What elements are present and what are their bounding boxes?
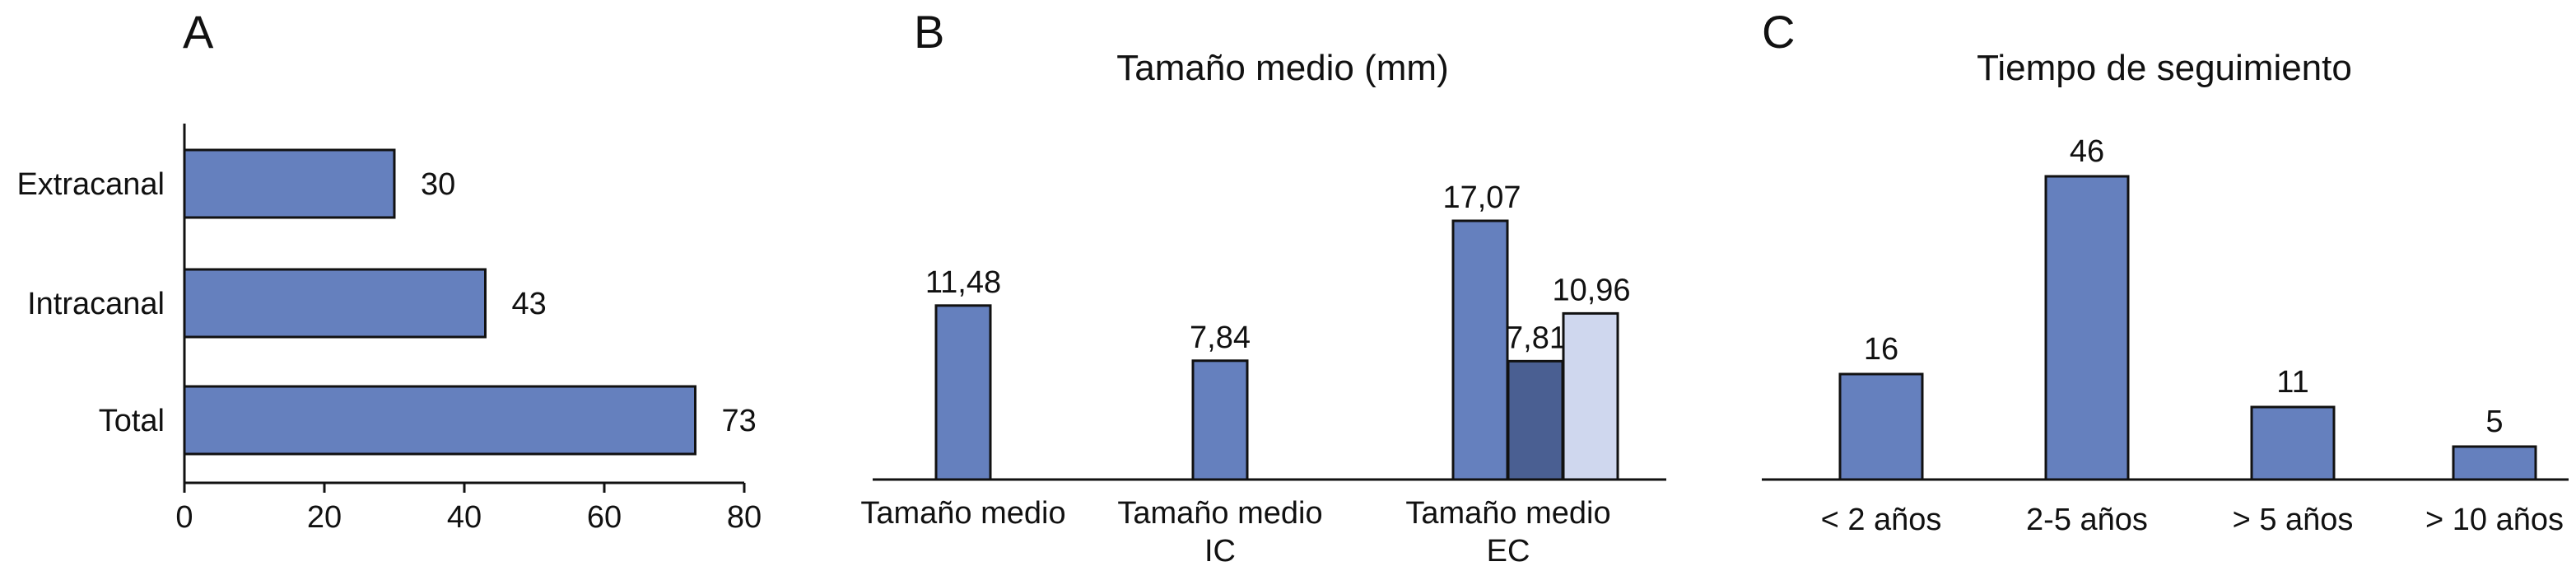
chart-b-data-label-s0-c0: 11,48 [925,265,1001,300]
chart-a-bar-0 [183,148,396,219]
chart-a-data-label-1: 43 [512,287,547,321]
chart-c-category-label-2: > 5 años [2233,503,2354,537]
chart-b-data-label-s0-c2: 17,07 [1442,180,1521,215]
chart-b-data-label-s2-c2: 10,96 [1552,273,1630,307]
chart-c-category-label-3: > 10 años [2425,503,2564,537]
chart-b-category-label-1-line-0: Tamaño medio [1117,496,1322,531]
chart-c-data-label-1: 46 [2070,134,2104,169]
chart-a-data-label-2: 73 [722,404,757,438]
chart-a-x-tick-label-4: 80 [727,500,762,535]
chart-c-bar-2 [2250,405,2336,481]
chart-a-x-tick-label-3: 60 [587,500,622,535]
chart-b-bar-s2-c2 [1562,311,1619,481]
chart-a-bar-2 [183,385,696,456]
panel-letter-b: B [914,6,944,58]
chart-a-category-label-0: Extracanal [16,167,165,202]
chart-a-data-label-0: 30 [421,167,455,202]
chart-b: 11,48 7,84 17,07 7,81 10,96 Tamaño medio Tamañ… [860,180,1666,569]
chart-a-bar-1 [183,268,487,339]
chart-c-category-label-1: 2-5 años [2026,503,2148,537]
chart-b-title: Tamaño medio (mm) [1116,48,1448,88]
panel-letter-a: A [183,6,214,58]
chart-c-data-label-0: 16 [1864,332,1898,367]
chart-c-category-label-0: < 2 años [1821,503,1942,537]
chart-b-category-label-1-line-1: IC [1204,534,1236,569]
chart-a-x-tick-label-2: 40 [447,500,482,535]
chart-a: Extracanal 30 Intracanal 43 Total 73 0 20 40 60 80 [16,124,762,535]
chart-c-title: Tiempo de seguimiento [1977,48,2352,88]
chart-a-x-tick-label-1: 20 [307,500,342,535]
chart-b-data-label-s0-c1: 7,84 [1190,321,1251,355]
chart-b-bar-s0-c0 [934,304,992,481]
chart-b-category-label-2-line-1: EC [1487,534,1530,569]
chart-c-data-label-3: 5 [2485,405,2503,439]
chart-a-x-tick-label-0: 0 [175,500,193,535]
chart-c-bar-0 [1838,372,1924,481]
chart-c-data-label-2: 11 [2276,365,2308,400]
chart-c-bar-3 [2452,445,2537,481]
panel-letter-c: C [1762,6,1795,58]
chart-c-bar-1 [2044,175,2130,481]
chart-a-category-label-1: Intracanal [27,287,165,321]
chart-b-bar-s0-c2 [1451,219,1509,481]
chart-b-bar-s1-c2 [1507,359,1564,481]
chart-b-category-label-2-line-0: Tamaño medio [1405,496,1610,531]
chart-b-data-label-s1-c2: 7,81 [1506,321,1567,355]
chart-b-category-label-0-line-0: Tamaño medio [860,496,1065,531]
chart-a-category-label-2: Total [99,404,165,438]
chart-c: 16 < 2 años 46 2-5 años 11 > 5 años 5 > 10 años [1762,134,2569,537]
chart-b-bar-s0-c1 [1191,359,1249,481]
